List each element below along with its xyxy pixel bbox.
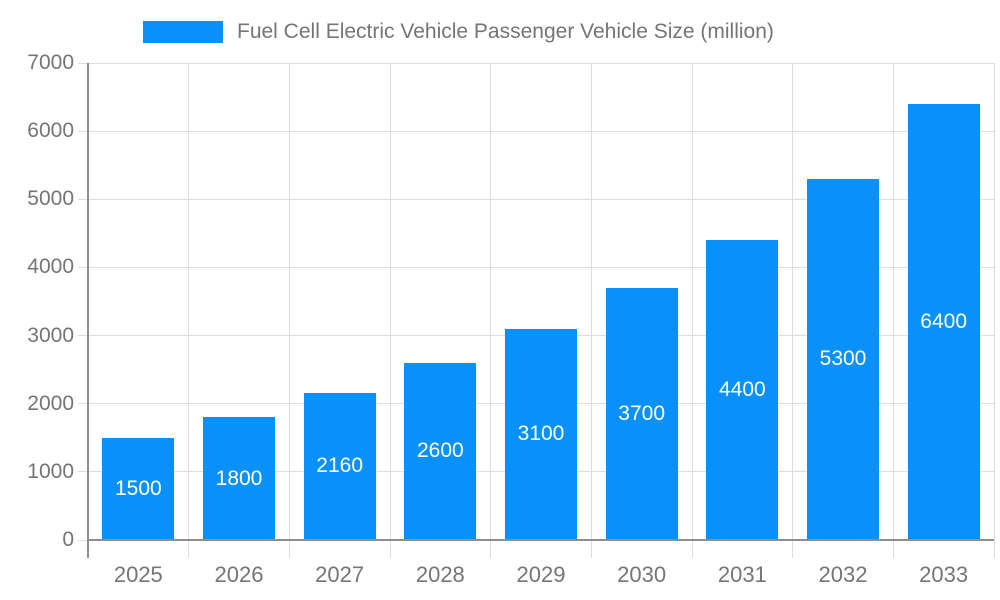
bar-value-label: 2160 xyxy=(316,454,364,478)
bar-2030[interactable]: 3700 xyxy=(605,287,678,540)
y-tick-label: 6000 xyxy=(27,119,74,143)
y-axis-tick xyxy=(78,62,88,64)
y-tick-label: 0 xyxy=(62,528,74,551)
x-tick-label: 2031 xyxy=(717,562,767,587)
v-gridline xyxy=(691,63,693,558)
x-tick-label: 2033 xyxy=(919,562,969,587)
bar-2028[interactable]: 2600 xyxy=(404,362,477,540)
x-tick-label: 2029 xyxy=(516,562,566,587)
h-gridline xyxy=(88,62,994,64)
y-axis-tick xyxy=(78,198,88,200)
legend-label: Fuel Cell Electric Vehicle Passenger Veh… xyxy=(237,20,774,43)
y-tick-label: 3000 xyxy=(27,323,74,347)
x-tick-label: 2026 xyxy=(214,562,264,587)
bar-value-label: 5300 xyxy=(819,347,867,371)
bar-2032[interactable]: 5300 xyxy=(807,178,879,540)
x-tick-label: 2027 xyxy=(315,562,365,587)
h-gridline xyxy=(88,198,994,200)
v-gridline xyxy=(792,63,794,558)
y-axis-tick xyxy=(78,471,88,473)
y-tick-label: 2000 xyxy=(27,391,74,415)
bar-value-label: 4400 xyxy=(718,378,766,402)
x-tick-label: 2032 xyxy=(818,562,868,587)
v-gridline xyxy=(892,63,894,558)
y-tick-label: 1000 xyxy=(27,459,74,483)
y-axis-tick xyxy=(78,266,88,268)
x-tick-label: 2028 xyxy=(415,562,465,587)
x-tick-label: 2025 xyxy=(113,562,163,587)
bar-2027[interactable]: 2160 xyxy=(303,392,376,540)
x-axis-line xyxy=(88,539,994,541)
v-gridline xyxy=(993,63,995,558)
x-tick-label: 2030 xyxy=(617,562,667,587)
bar-2031[interactable]: 4400 xyxy=(706,240,779,540)
bar-2025[interactable]: 1500 xyxy=(102,437,175,540)
bar-value-label: 6400 xyxy=(920,309,968,333)
y-axis-tick xyxy=(78,403,88,405)
y-tick-label: 4000 xyxy=(27,255,74,279)
v-gridline xyxy=(490,63,492,558)
bar-value-label: 1800 xyxy=(215,466,263,490)
y-axis-tick xyxy=(78,539,88,541)
legend[interactable]: Fuel Cell Electric Vehicle Passenger Veh… xyxy=(143,20,774,44)
y-tick-label: 7000 xyxy=(27,51,74,74)
h-gridline xyxy=(88,130,994,132)
y-axis-line xyxy=(87,63,89,558)
bar-value-label: 3700 xyxy=(618,401,666,425)
y-axis-tick xyxy=(78,335,88,337)
y-axis-tick xyxy=(78,130,88,132)
bar-2026[interactable]: 1800 xyxy=(203,417,275,540)
bar-2033[interactable]: 6400 xyxy=(907,103,980,540)
v-gridline xyxy=(590,63,592,558)
bar-value-label: 3100 xyxy=(517,422,565,446)
h-gridline xyxy=(88,266,994,268)
bar-value-label: 2600 xyxy=(416,439,464,463)
v-gridline xyxy=(288,63,290,558)
v-gridline xyxy=(389,63,391,558)
bar-value-label: 1500 xyxy=(114,476,162,500)
v-gridline xyxy=(188,63,190,558)
y-tick-label: 5000 xyxy=(27,187,74,211)
bar-2029[interactable]: 3100 xyxy=(505,328,577,540)
legend-swatch xyxy=(143,21,223,43)
